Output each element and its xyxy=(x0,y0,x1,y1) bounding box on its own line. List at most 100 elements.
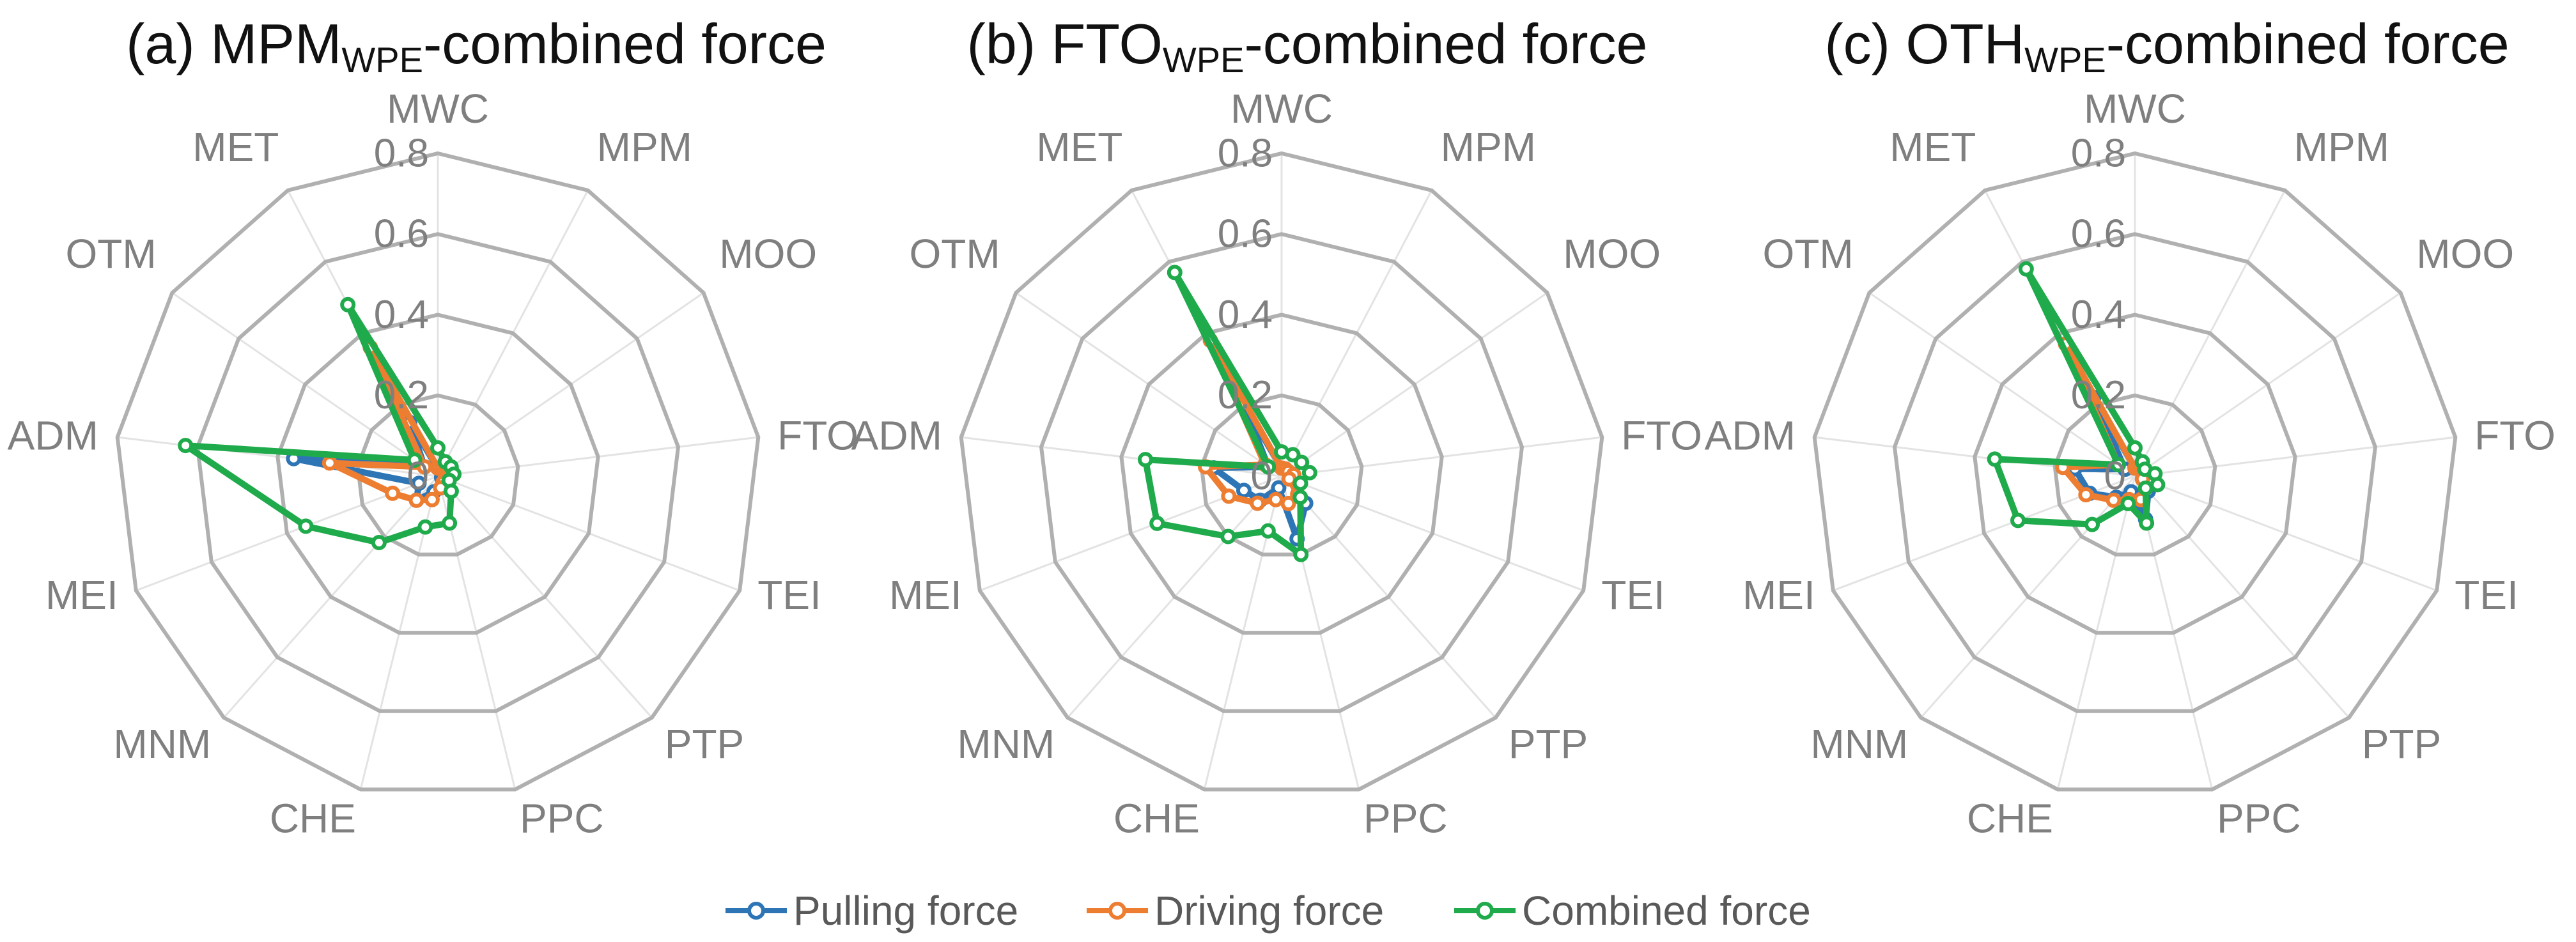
axis-label-mnm: MNM xyxy=(1810,721,1908,767)
grid-ring-1 xyxy=(355,393,520,557)
data-point-combined-force-fto xyxy=(1301,465,1317,481)
legend-label-driving-force: Driving force xyxy=(1154,888,1385,934)
data-point-driving-force-mei xyxy=(1221,488,1237,504)
panel-b-title: (b) FTOWPE-combined force xyxy=(966,12,1648,80)
axis-label-mnm: MNM xyxy=(957,721,1055,767)
tick-label-0.6: 0.6 xyxy=(2071,212,2126,256)
axis-label-met: MET xyxy=(1889,124,1976,170)
axis-label-tei: TEI xyxy=(1601,572,1665,618)
data-point-driving-force-mei xyxy=(385,485,401,501)
data-point-driving-force-otm xyxy=(417,459,433,475)
grid-ring-2 xyxy=(1119,313,1444,635)
axis-label-mwc: MWC xyxy=(1230,86,1333,132)
axis-label-ptp: PTP xyxy=(2362,721,2441,767)
data-point-combined-force-adm xyxy=(1137,452,1153,468)
grid-ring-1 xyxy=(2052,393,2217,557)
axis-label-ptp: PTP xyxy=(665,721,744,767)
tick-label-0.8: 0.8 xyxy=(1218,131,1273,175)
grid-ring-3 xyxy=(1039,232,1525,713)
axis-label-fto: FTO xyxy=(777,413,858,459)
axis-label-moo: MOO xyxy=(2416,231,2514,277)
axis-label-mwc: MWC xyxy=(2084,86,2186,132)
data-point-combined-force-mwc xyxy=(2127,440,2143,456)
legend-item-pulling-force: Pulling force xyxy=(725,882,1018,939)
data-point-combined-force-ptp xyxy=(443,483,459,499)
legend-item-combined-force: Combined force xyxy=(1454,882,1811,939)
data-point-combined-force-che xyxy=(417,519,433,535)
axis-label-che: CHE xyxy=(1967,796,2053,842)
axis-label-mwc: MWC xyxy=(387,86,489,132)
legend-swatch-pulling-force xyxy=(725,882,787,939)
data-point-combined-force-che xyxy=(1260,523,1276,539)
data-point-pulling-force-mei xyxy=(411,475,427,491)
axis-label-fto: FTO xyxy=(2474,413,2556,459)
data-point-combined-force-met xyxy=(340,297,356,313)
axis-label-ppc: PPC xyxy=(2217,796,2301,842)
tick-label-0.2: 0.2 xyxy=(374,373,429,417)
axis-label-mnm: MNM xyxy=(113,721,211,767)
grid-ring-3 xyxy=(195,232,681,713)
axis-label-adm: ADM xyxy=(851,413,942,459)
axis-label-ppc: PPC xyxy=(520,796,604,842)
data-point-driving-force-che xyxy=(424,491,440,507)
data-point-driving-force-mnm xyxy=(2106,492,2122,508)
tick-label-0.4: 0.4 xyxy=(1218,293,1273,337)
data-point-combined-force-ppc xyxy=(1293,546,1309,562)
axis-label-mei: MEI xyxy=(45,572,118,618)
axis-label-adm: ADM xyxy=(1705,413,1796,459)
axis-label-otm: OTM xyxy=(910,231,1000,277)
axis-label-met: MET xyxy=(1036,124,1122,170)
data-point-driving-force-che xyxy=(1268,491,1284,507)
data-point-combined-force-otm xyxy=(407,452,423,468)
data-point-combined-force-mei xyxy=(1149,515,1165,531)
grid-ring-1 xyxy=(1199,393,1364,557)
grid-ring-2 xyxy=(1973,313,2297,635)
data-point-driving-force-mnm xyxy=(408,492,424,508)
tick-label-0.2: 0.2 xyxy=(2071,373,2126,417)
axis-label-adm: ADM xyxy=(8,413,98,459)
data-point-combined-force-tei xyxy=(1292,475,1308,491)
tick-label-0.4: 0.4 xyxy=(374,293,429,337)
data-point-pulling-force-che xyxy=(1271,480,1287,496)
tick-label-0.2: 0.2 xyxy=(1218,373,1273,417)
tick-label-0: 0 xyxy=(1251,454,1273,498)
grid-ring-3 xyxy=(1892,232,2378,713)
data-point-combined-force-tei xyxy=(2150,477,2166,493)
legend-swatch-driving-force xyxy=(1087,882,1148,939)
axis-label-ptp: PTP xyxy=(1509,721,1588,767)
tick-label-0: 0 xyxy=(2104,454,2126,498)
axis-label-ppc: PPC xyxy=(1363,796,1448,842)
legend-item-driving-force: Driving force xyxy=(1087,882,1384,939)
data-point-combined-force-mnm xyxy=(1220,529,1236,544)
grid-ring-4 xyxy=(959,151,1604,792)
axis-label-mpm: MPM xyxy=(2294,124,2389,170)
axis-label-che: CHE xyxy=(270,796,356,842)
axis-label-otm: OTM xyxy=(1763,231,1854,277)
axis-label-mei: MEI xyxy=(889,572,962,618)
data-point-combined-force-moo xyxy=(1294,454,1310,470)
grid-ring-2 xyxy=(275,313,600,635)
data-point-combined-force-met xyxy=(1167,265,1183,281)
data-point-combined-force-mei xyxy=(298,518,314,534)
data-point-pulling-force-mei xyxy=(1236,483,1252,498)
data-point-combined-force-otm xyxy=(1261,459,1276,475)
data-point-combined-force-mnm xyxy=(371,534,387,550)
legend-label-combined-force: Combined force xyxy=(1522,888,1811,934)
legend-label-pulling-force: Pulling force xyxy=(793,888,1019,934)
data-point-combined-force-adm xyxy=(178,438,194,454)
data-point-combined-force-ppc xyxy=(2139,515,2155,531)
axis-label-otm: OTM xyxy=(66,231,157,277)
tick-label-0.4: 0.4 xyxy=(2071,293,2126,337)
axis-label-mei: MEI xyxy=(1742,572,1815,618)
axis-label-mpm: MPM xyxy=(597,124,692,170)
tick-label-0.8: 0.8 xyxy=(2071,131,2126,175)
data-point-combined-force-otm xyxy=(2111,457,2127,473)
data-point-combined-force-che xyxy=(2120,495,2136,511)
data-point-driving-force-mnm xyxy=(1250,495,1266,511)
legend: Pulling force Driving force Combined for… xyxy=(0,882,2576,939)
axis-label-moo: MOO xyxy=(1563,231,1661,277)
tick-label-0.6: 0.6 xyxy=(1218,212,1273,256)
